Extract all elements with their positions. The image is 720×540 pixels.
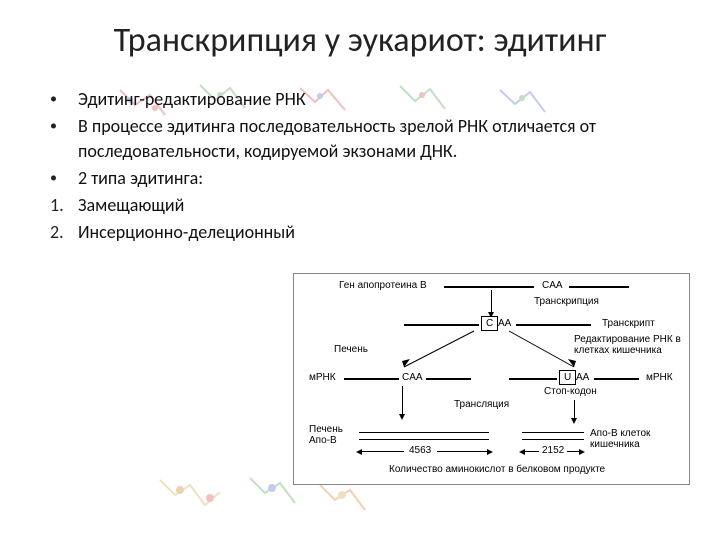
diagram-protein-bar-left (359, 432, 489, 440)
bullet-list: • Эдитинг-редактирование РНК • В процесс… (0, 79, 720, 245)
bullet-marker: • (50, 87, 78, 111)
bullet-item: • Эдитинг-редактирование РНК (50, 87, 680, 111)
diagram-mrna-bar (594, 378, 639, 380)
diagram-label-len-left: 4563 (409, 445, 431, 456)
bullet-item: • 2 типа эдитинга: (50, 166, 680, 190)
bullet-text: В процессе эдитинга последовательность з… (78, 114, 680, 163)
diagram-protein-bar-right (522, 432, 584, 440)
diagram-measure-line (525, 451, 539, 452)
diagram-mrna-bar (344, 378, 399, 380)
diagram-label-aa: AA (498, 318, 511, 329)
diagram-label-stopcodon: Стоп-кодон (544, 386, 597, 397)
bullet-item: • В процессе эдитинга последовательность… (50, 114, 680, 163)
diagram-gene-bar (569, 286, 629, 288)
diagram-label-transcript: Транскрипт (602, 318, 655, 329)
number-marker: 2. (50, 220, 78, 244)
diagram-label-translation: Трансляция (454, 399, 509, 410)
diagram-label-len-right: 2152 (542, 445, 564, 456)
diagram-u-box: U (559, 370, 576, 385)
diagram-label-aa-u: AA (576, 372, 589, 383)
diagram-gene-bar (444, 286, 534, 288)
diagram-arrow-line (402, 386, 403, 414)
diagram-measure-line (567, 451, 579, 452)
bullet-marker: • (50, 166, 78, 190)
diagram-arrow-line (574, 400, 575, 418)
diagram-transcript-bar (516, 324, 591, 326)
diagram-arrow-head (519, 449, 525, 455)
diagram-arrow-head (571, 418, 577, 424)
numbered-text: Замещающий (78, 193, 680, 217)
diagram-measure-line (362, 451, 404, 452)
number-marker: 1. (50, 193, 78, 217)
diagram-label-mrna-left: мРНК (309, 372, 336, 383)
diagram-mrna-bar (426, 378, 471, 380)
diagram-bottom-caption: Количество аминокислот в белковом продук… (389, 464, 605, 475)
bullet-marker: • (50, 114, 78, 163)
diagram-arrow-line (491, 290, 492, 312)
numbered-item: 1. Замещающий (50, 193, 680, 217)
bullet-text: Эдитинг-редактирование РНК (78, 87, 680, 111)
diagram-mrna-bar (509, 378, 557, 380)
diagram-transcript-bar (404, 324, 479, 326)
diagram-label-apo-intestine: Апо-В клеток кишечника (590, 429, 685, 450)
bullet-text: 2 типа эдитинга: (78, 166, 680, 190)
numbered-item: 2. Инсерционно-делеционный (50, 220, 680, 244)
diagram-label-editing: Редактирование РНК в клетках кишечника (574, 334, 684, 356)
editing-diagram: Ген апопротеина В CAA Транскрипция C AA … (293, 273, 690, 485)
diagram-arrow-head (487, 449, 493, 455)
diagram-arrow-head (356, 449, 362, 455)
diagram-label-liver-apo: Печень Апо-В (309, 424, 359, 446)
diagram-measure-line (437, 451, 487, 452)
diagram-arrow-head (399, 414, 405, 420)
diagram-arrow-head (579, 449, 585, 455)
diagram-label-gene: Ген апопротеина В (339, 280, 427, 291)
diagram-label-transcription: Транскрипция (534, 296, 599, 307)
diagram-label-mrna-right: мРНК (646, 372, 673, 383)
diagram-branch-lines (394, 329, 594, 374)
slide-title: Транскрипция у эукариот: эдитинг (0, 0, 720, 79)
numbered-text: Инсерционно-делеционный (78, 220, 680, 244)
diagram-label-caa: CAA (542, 280, 563, 291)
diagram-label-liver: Печень (334, 344, 368, 355)
diagram-label-caa-mid: CAA (402, 372, 423, 383)
